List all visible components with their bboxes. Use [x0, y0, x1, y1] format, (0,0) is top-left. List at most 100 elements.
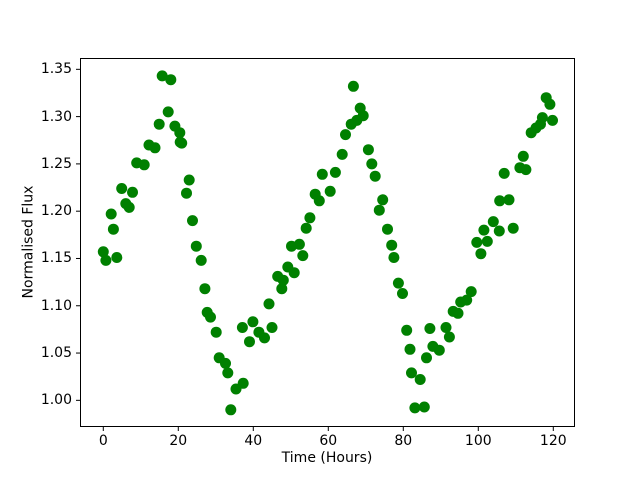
data-point: [517, 150, 529, 162]
data-point: [111, 252, 123, 263]
data-point: [247, 316, 259, 328]
data-point: [195, 254, 207, 266]
data-point: [293, 238, 305, 250]
data-point: [329, 166, 341, 178]
y-tick-label: 1.20: [40, 203, 72, 220]
data-point: [377, 194, 389, 206]
data-point: [382, 223, 393, 235]
x-tick-label: 80: [394, 433, 413, 449]
data-point: [452, 307, 464, 319]
data-point: [471, 236, 483, 248]
data-point: [547, 114, 558, 126]
data-point: [536, 112, 548, 124]
data-point: [433, 344, 445, 356]
data-point: [97, 246, 109, 258]
data-point: [324, 185, 336, 197]
data-point: [316, 168, 328, 180]
data-point: [210, 326, 222, 338]
y-tick-label: 1.25: [40, 155, 72, 172]
data-point: [199, 283, 211, 295]
data-point: [404, 343, 416, 355]
data-point: [487, 216, 499, 228]
x-tick-label: 120: [539, 433, 567, 449]
data-point: [300, 222, 312, 234]
data-point: [392, 277, 404, 289]
data-point: [481, 235, 493, 247]
data-point: [263, 298, 275, 310]
y-tick-label: 1.00: [40, 392, 72, 409]
data-point: [340, 129, 351, 141]
data-point: [424, 323, 436, 334]
data-point: [357, 110, 369, 122]
data-point: [478, 224, 490, 236]
x-tick-label: 40: [244, 433, 263, 449]
data-point: [366, 158, 378, 170]
data-point: [336, 148, 348, 160]
data-point: [107, 223, 119, 235]
data-point: [266, 322, 278, 333]
data-point: [222, 367, 234, 379]
data-point: [494, 195, 506, 207]
data-point: [440, 322, 452, 333]
y-axis-label: Normalised Flux: [20, 185, 37, 299]
data-point: [123, 201, 135, 213]
data-point: [362, 144, 374, 156]
data-point: [187, 215, 198, 227]
data-point: [409, 402, 421, 414]
data-point: [297, 250, 309, 262]
data-point: [236, 322, 248, 333]
data-point: [386, 239, 398, 251]
data-point: [313, 195, 325, 207]
data-point: [127, 186, 138, 198]
data-point: [244, 336, 255, 348]
data-point: [183, 174, 195, 186]
x-tick-label: 20: [169, 433, 188, 449]
data-point: [190, 240, 202, 252]
data-point: [225, 404, 237, 416]
y-tick-label: 1.10: [40, 297, 72, 314]
y-tick-label: 1.30: [40, 108, 72, 125]
data-point: [418, 401, 430, 413]
data-point: [401, 324, 413, 336]
data-point: [149, 142, 161, 154]
data-point: [153, 118, 165, 130]
x-tick-label: 100: [464, 433, 492, 449]
data-point: [259, 332, 270, 344]
axis-ticks: [76, 68, 554, 431]
data-point: [498, 167, 510, 179]
data-point: [174, 127, 186, 139]
y-tick-label: 1.35: [40, 61, 72, 78]
data-point: [493, 225, 505, 237]
data-point: [156, 70, 168, 82]
data-point: [406, 367, 417, 379]
data-point: [544, 98, 556, 110]
data-point: [176, 137, 188, 149]
data-point: [181, 187, 192, 199]
x-tick-label: 0: [98, 433, 108, 449]
data-point: [304, 212, 316, 224]
scatter-points: [97, 70, 558, 416]
data-point: [388, 252, 400, 263]
data-point: [421, 352, 432, 364]
data-point: [520, 164, 532, 176]
data-point: [116, 183, 128, 194]
data-point: [461, 294, 473, 306]
data-point: [414, 374, 426, 385]
data-point: [373, 204, 385, 216]
data-point: [138, 159, 150, 171]
data-point: [443, 331, 455, 343]
data-point: [277, 274, 289, 286]
data-point: [465, 286, 477, 298]
data-point: [220, 357, 231, 369]
data-point: [162, 106, 174, 118]
data-point: [276, 283, 288, 295]
x-axis-label: Time (Hours): [281, 450, 373, 466]
y-tick-label: 1.15: [40, 250, 72, 267]
data-point: [397, 288, 408, 299]
data-point: [205, 311, 216, 323]
data-point: [347, 80, 359, 92]
data-point: [237, 377, 249, 389]
data-point: [507, 222, 519, 234]
